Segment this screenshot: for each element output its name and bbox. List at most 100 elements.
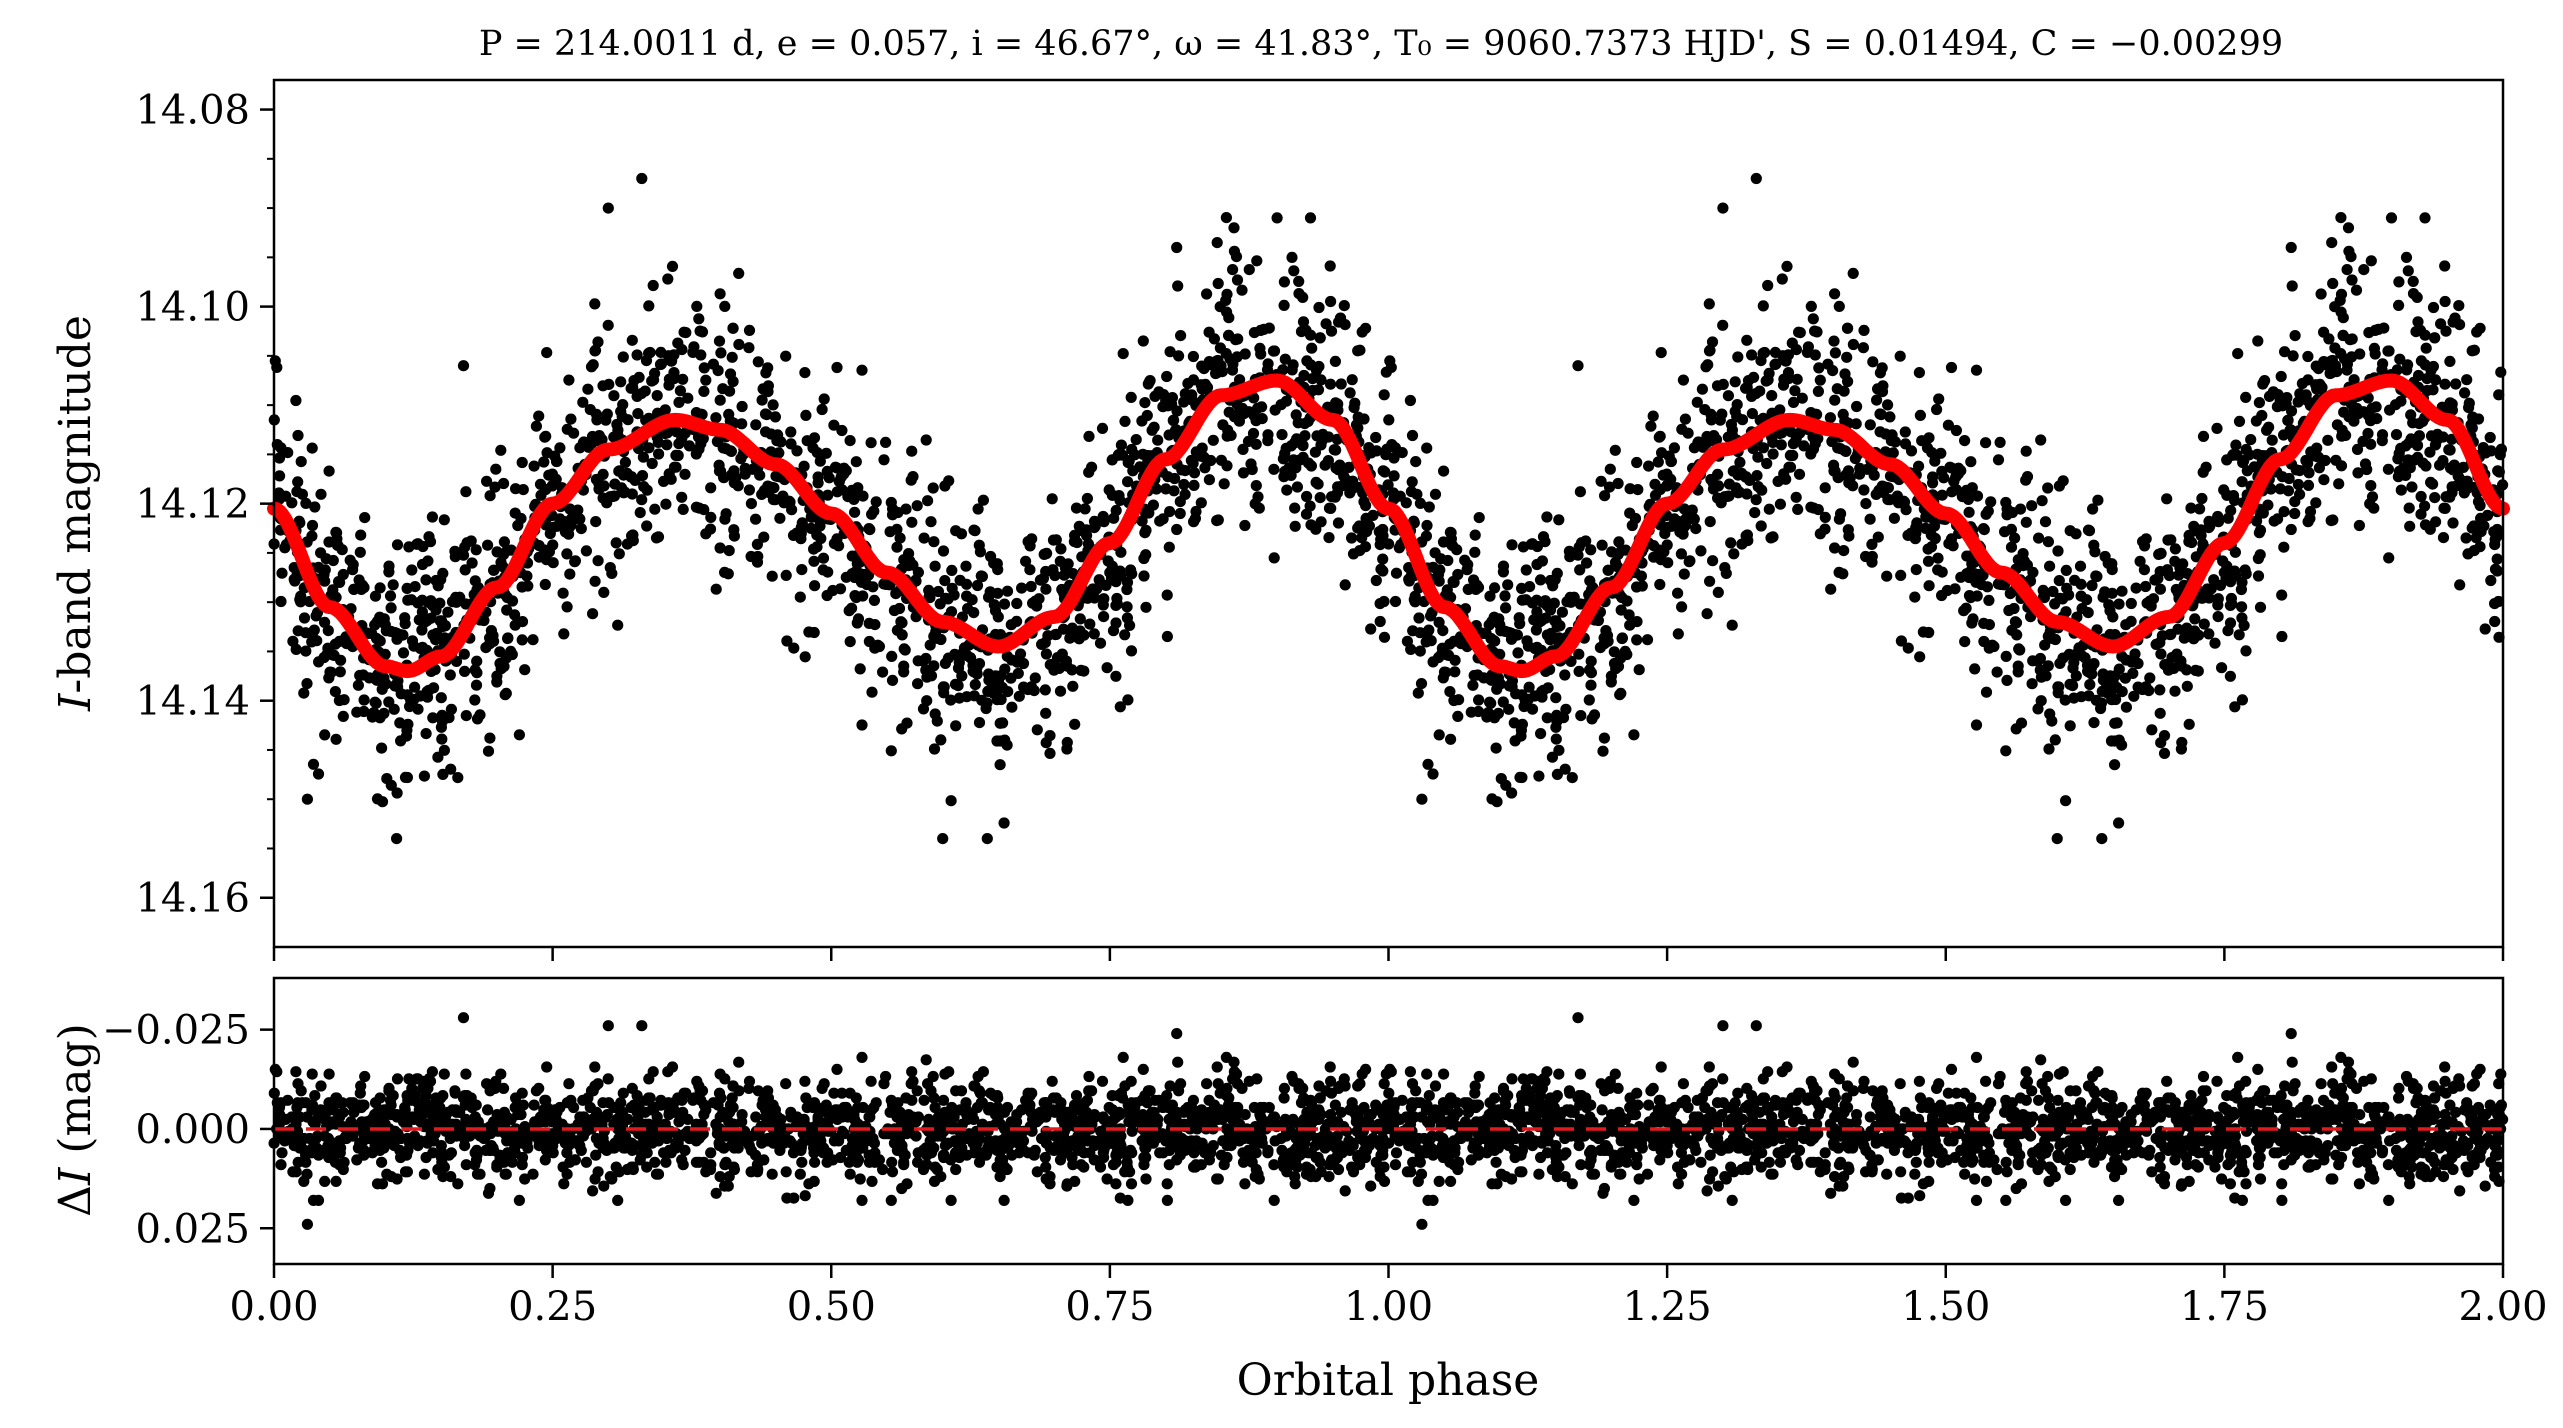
residual-point — [391, 1073, 404, 1085]
data-point — [1467, 679, 1479, 691]
data-point — [412, 703, 424, 715]
data-point — [2363, 327, 2375, 339]
residual-point — [920, 1054, 932, 1066]
data-point — [627, 381, 639, 393]
data-point — [713, 335, 726, 347]
data-point — [2276, 630, 2288, 643]
residual-point — [1140, 1173, 1152, 1185]
data-point — [733, 267, 745, 279]
data-point — [1484, 590, 1496, 602]
data-point — [1164, 506, 1176, 518]
data-point — [732, 480, 744, 492]
data-point — [370, 697, 382, 709]
data-point — [1182, 377, 1194, 390]
data-point — [811, 529, 823, 541]
data-point — [893, 602, 906, 615]
data-point — [1761, 457, 1773, 470]
data-point — [884, 526, 896, 538]
data-point — [1728, 465, 1740, 477]
residual-point — [698, 1099, 710, 1111]
data-point — [1324, 378, 1337, 390]
data-point — [1894, 350, 1906, 362]
data-point — [1884, 411, 1896, 423]
data-point — [1078, 665, 1090, 677]
data-point — [2335, 288, 2348, 300]
data-point — [2224, 576, 2237, 588]
data-point — [423, 684, 435, 697]
data-point — [693, 443, 705, 455]
data-point — [1882, 399, 1894, 411]
data-point — [1886, 429, 1898, 441]
data-point — [856, 364, 868, 376]
data-point — [1808, 502, 1820, 514]
data-point — [1678, 568, 1690, 580]
data-point — [1925, 529, 1937, 541]
data-point — [1746, 349, 1758, 361]
residual-point — [298, 1175, 310, 1187]
data-point — [1929, 455, 1941, 467]
data-point — [1696, 383, 1708, 395]
data-point — [1314, 332, 1326, 344]
data-point — [1056, 583, 1068, 596]
data-point — [1346, 374, 1358, 386]
data-point — [2382, 463, 2394, 475]
data-point — [2425, 364, 2437, 376]
data-point — [2272, 513, 2284, 525]
data-point — [1597, 745, 1609, 757]
data-point — [1605, 670, 1617, 682]
data-point — [1110, 670, 1122, 682]
data-point — [846, 550, 858, 562]
residual-point — [312, 1194, 325, 1206]
data-point — [1119, 415, 1131, 427]
residual-point — [886, 1156, 898, 1168]
data-point — [1022, 536, 1034, 548]
data-point — [2407, 275, 2419, 287]
data-point — [1335, 378, 1347, 390]
data-point — [1763, 503, 1775, 515]
data-point — [484, 732, 496, 744]
outlier-point — [1750, 172, 1762, 185]
data-point — [406, 564, 418, 576]
data-point — [399, 771, 412, 784]
data-point — [1485, 697, 1497, 709]
data-point — [2495, 366, 2507, 378]
data-point — [466, 557, 478, 569]
residual-point — [295, 1085, 307, 1097]
data-point — [2395, 442, 2407, 454]
data-point — [1568, 591, 1580, 604]
data-point — [668, 461, 681, 473]
data-point — [513, 729, 526, 741]
data-point — [1140, 549, 1152, 561]
data-point — [1343, 461, 1355, 473]
data-point — [533, 410, 545, 422]
data-point — [809, 580, 821, 592]
data-point — [1420, 530, 1432, 542]
data-point — [906, 445, 918, 457]
data-point — [1781, 260, 1793, 272]
data-point — [1221, 430, 1233, 442]
data-point — [2357, 406, 2369, 418]
data-point — [1278, 276, 1290, 288]
data-point — [592, 336, 604, 348]
residual-point — [1140, 1151, 1152, 1164]
data-point — [2489, 533, 2501, 545]
data-point — [829, 461, 842, 473]
data-point — [543, 546, 556, 558]
data-point — [1178, 478, 1190, 491]
data-point — [1465, 706, 1477, 718]
data-point — [1290, 409, 1302, 421]
data-point — [1514, 771, 1526, 784]
data-point — [2489, 598, 2501, 610]
data-point — [1174, 507, 1186, 520]
data-point — [2116, 585, 2128, 597]
data-point — [1500, 602, 1512, 614]
data-point — [290, 394, 302, 407]
data-point — [550, 473, 562, 485]
data-point — [769, 411, 782, 423]
data-point — [1755, 520, 1767, 532]
data-point — [1356, 532, 1368, 544]
data-point — [1390, 567, 1403, 579]
data-point — [661, 439, 673, 451]
data-point — [683, 440, 696, 452]
